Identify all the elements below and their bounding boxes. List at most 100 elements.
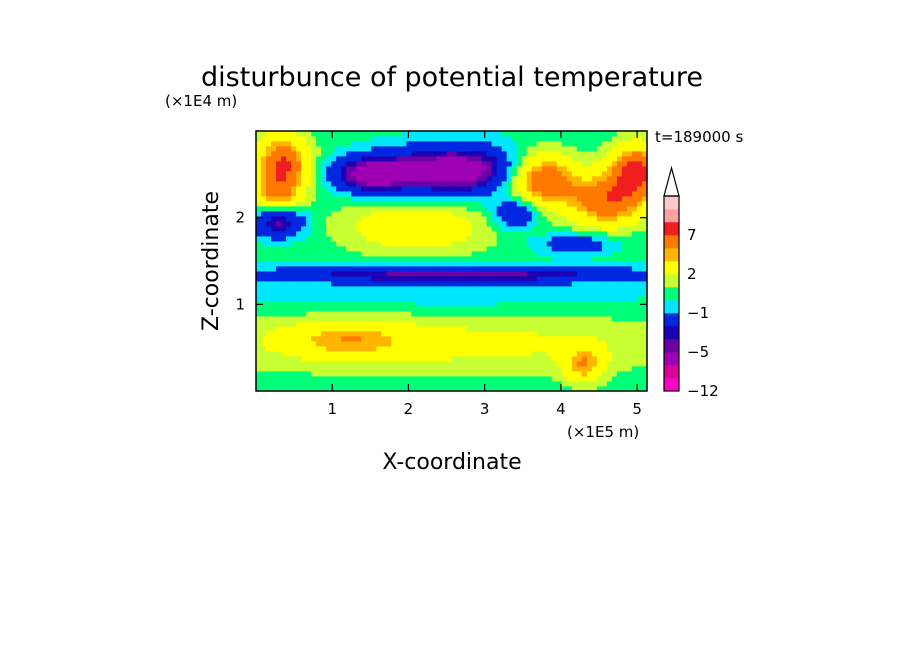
heatmap-cell (316, 206, 322, 212)
heatmap-cell (411, 206, 417, 212)
heatmap-cell (346, 306, 352, 312)
heatmap-cell (311, 211, 317, 217)
heatmap-cell (616, 131, 623, 137)
heatmap-cell (356, 321, 362, 327)
heatmap-cell (476, 276, 482, 282)
heatmap-cell (271, 316, 277, 322)
heatmap-cell (506, 166, 513, 172)
heatmap-cell (311, 366, 317, 372)
heatmap-cell (261, 236, 267, 242)
heatmap-cell (401, 306, 407, 312)
heatmap-cell (511, 171, 518, 177)
heatmap-cell (641, 156, 648, 162)
heatmap-cell (386, 351, 392, 357)
heatmap-cell (276, 351, 282, 357)
x-tick-label: 4 (556, 400, 566, 418)
colorbar-frame (663, 195, 680, 392)
heatmap-cell (491, 136, 498, 142)
heatmap-cell (576, 311, 583, 317)
heatmap-cell (411, 321, 417, 327)
heatmap-cell (551, 281, 558, 287)
heatmap-cell (521, 206, 528, 212)
heatmap-cell (386, 221, 392, 227)
heatmap-cell (451, 336, 457, 342)
heatmap-cell (566, 256, 573, 262)
heatmap-cell (431, 256, 437, 262)
heatmap-cell (566, 251, 573, 257)
heatmap-cell (441, 281, 447, 287)
heatmap-cell (581, 356, 588, 362)
heatmap-cell (341, 321, 347, 327)
heatmap-cell (321, 301, 327, 307)
heatmap-cell (306, 136, 312, 142)
heatmap-cell (451, 286, 457, 292)
heatmap-cell (331, 146, 337, 152)
heatmap-cell (356, 316, 362, 322)
heatmap-cell (461, 181, 467, 187)
heatmap-cell (546, 176, 553, 182)
heatmap-cell (606, 186, 613, 192)
heatmap-cell (581, 371, 588, 377)
heatmap-cell (556, 296, 563, 302)
heatmap-cell (551, 276, 558, 282)
heatmap-cell (581, 196, 588, 202)
heatmap-cell (306, 171, 312, 177)
heatmap-cell (441, 326, 447, 332)
heatmap-cell (401, 196, 407, 202)
heatmap-cell (431, 276, 437, 282)
heatmap-cell (456, 236, 462, 242)
heatmap-cell (336, 321, 342, 327)
heatmap-cell (636, 386, 643, 392)
heatmap-cell (466, 316, 472, 322)
heatmap-cell (361, 186, 367, 192)
heatmap-cell (511, 206, 518, 212)
heatmap-cell (386, 336, 392, 342)
heatmap-cell (336, 131, 342, 137)
heatmap-cell (401, 176, 407, 182)
heatmap-cell (556, 281, 563, 287)
heatmap-cell (286, 311, 292, 317)
heatmap-cell (591, 306, 598, 312)
heatmap-cell (551, 356, 558, 362)
heatmap-cell (481, 176, 487, 182)
heatmap-cell (286, 301, 292, 307)
heatmap-cell (571, 201, 578, 207)
heatmap-cell (471, 301, 477, 307)
heatmap-cell (501, 231, 508, 237)
heatmap-cell (336, 276, 342, 282)
heatmap-cell (571, 301, 578, 307)
heatmap-cell (561, 211, 568, 217)
heatmap-cell (311, 236, 317, 242)
heatmap-cell (331, 301, 337, 307)
heatmap-cell (341, 271, 347, 277)
heatmap-cell (561, 171, 568, 177)
heatmap-cell (401, 151, 407, 157)
heatmap-cell (381, 161, 387, 167)
heatmap-cell (351, 346, 357, 352)
heatmap-cell (576, 306, 583, 312)
heatmap-cell (616, 136, 623, 142)
heatmap-cell (296, 151, 302, 157)
heatmap-cell (461, 166, 467, 172)
heatmap-cell (471, 261, 477, 267)
heatmap-cell (501, 341, 508, 347)
heatmap-cell (266, 356, 272, 362)
heatmap-cell (511, 311, 518, 317)
heatmap-cell (506, 266, 513, 272)
heatmap-cell (396, 331, 402, 337)
contour-field (256, 131, 648, 392)
heatmap-cell (356, 306, 362, 312)
heatmap-cell (516, 241, 523, 247)
heatmap-cell (551, 136, 558, 142)
heatmap-cell (331, 181, 337, 187)
heatmap-cell (371, 306, 377, 312)
heatmap-cell (306, 186, 312, 192)
heatmap-cell (461, 266, 467, 272)
heatmap-cell (476, 201, 482, 207)
heatmap-cell (256, 356, 262, 362)
heatmap-cell (256, 271, 262, 277)
heatmap-cell (341, 341, 347, 347)
heatmap-cell (471, 151, 477, 157)
heatmap-cell (546, 306, 553, 312)
heatmap-cell (521, 286, 528, 292)
